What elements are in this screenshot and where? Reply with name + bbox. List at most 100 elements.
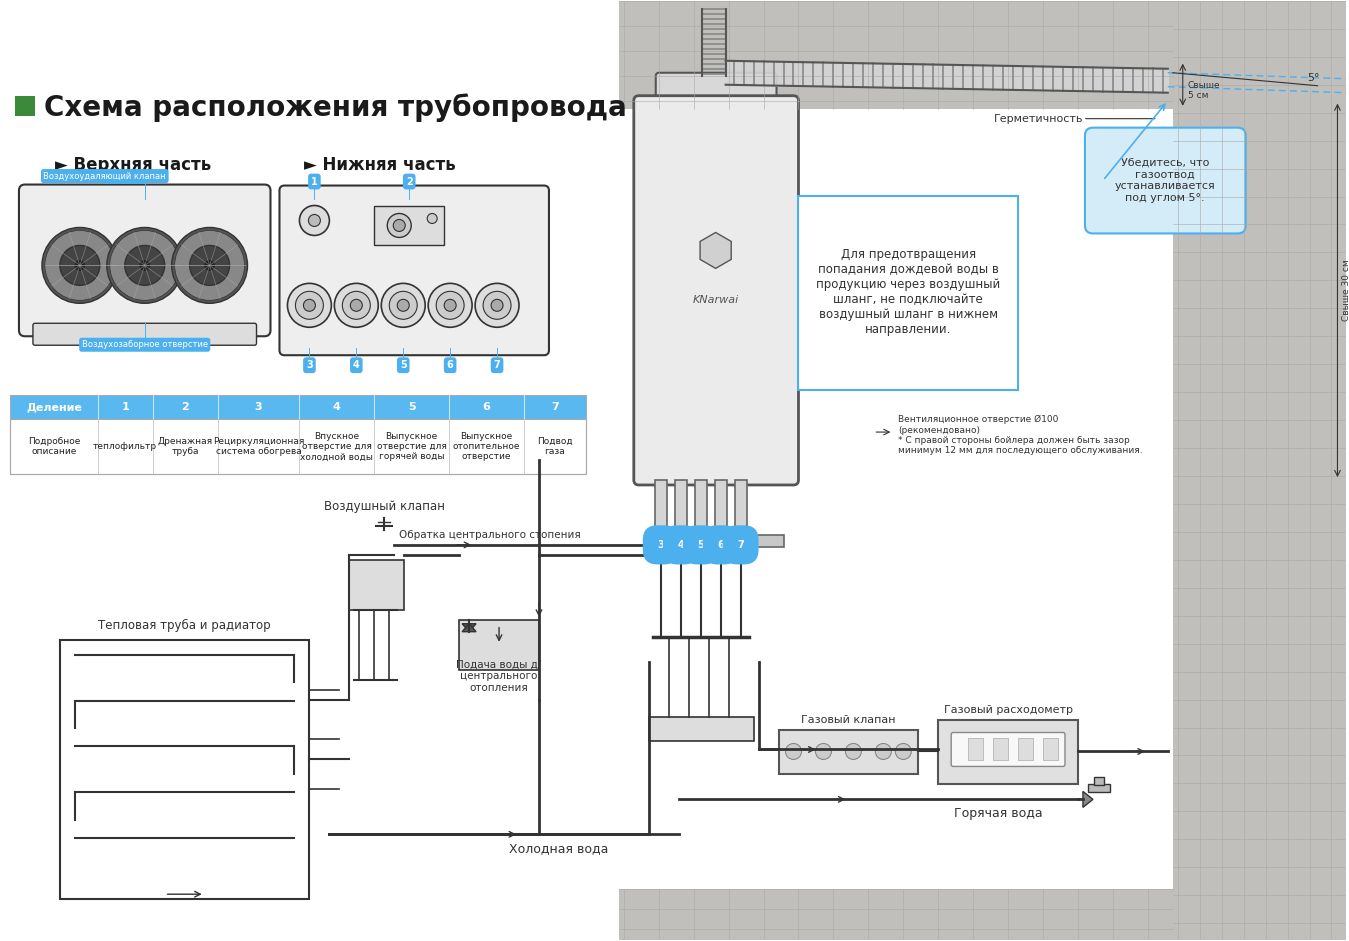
- Text: 3: 3: [255, 402, 262, 412]
- Text: Выпускное
отопительное
отверстие: Выпускное отопительное отверстие: [453, 432, 521, 461]
- Circle shape: [428, 214, 437, 223]
- Polygon shape: [700, 232, 731, 268]
- Circle shape: [394, 219, 405, 231]
- Bar: [649, 716, 754, 742]
- Text: Дренажная
труба: Дренажная труба: [158, 437, 213, 456]
- Circle shape: [387, 214, 411, 237]
- Circle shape: [397, 299, 409, 311]
- Text: Обратка центрального стопения: Обратка центрального стопения: [399, 530, 581, 540]
- Circle shape: [309, 215, 321, 227]
- Bar: [649, 534, 784, 547]
- Text: Герметичность: Герметичность: [994, 114, 1083, 123]
- Text: Рециркуляционная
система обогрева: Рециркуляционная система обогрева: [213, 437, 304, 456]
- Text: 6: 6: [483, 402, 491, 412]
- Bar: [1087, 785, 1110, 792]
- Circle shape: [896, 743, 912, 759]
- Bar: [735, 480, 746, 534]
- Bar: [715, 480, 727, 534]
- FancyBboxPatch shape: [1085, 128, 1245, 233]
- Text: KNarwai: KNarwai: [692, 295, 739, 305]
- Circle shape: [475, 283, 519, 327]
- Bar: [59, 640, 309, 900]
- Text: 5: 5: [407, 402, 415, 412]
- Text: 6: 6: [718, 540, 724, 550]
- Bar: [969, 739, 983, 760]
- Bar: [993, 739, 1008, 760]
- Text: Подача воды д/
центрального
отопления: Подача воды д/ центрального отопления: [456, 660, 542, 693]
- Bar: [1018, 739, 1033, 760]
- Circle shape: [483, 292, 511, 319]
- Circle shape: [428, 283, 472, 327]
- Circle shape: [74, 261, 85, 270]
- Polygon shape: [463, 624, 476, 631]
- Circle shape: [107, 228, 182, 303]
- Circle shape: [124, 246, 165, 285]
- Bar: [374, 205, 444, 246]
- Circle shape: [205, 261, 214, 270]
- Text: ► Нижняя часть: ► Нижняя часть: [305, 155, 456, 173]
- Polygon shape: [463, 624, 476, 631]
- Circle shape: [45, 231, 115, 300]
- Bar: [654, 480, 666, 534]
- Circle shape: [436, 292, 464, 319]
- Text: 3: 3: [306, 360, 313, 370]
- Text: Воздухозаборное отверстие: Воздухозаборное отверстие: [82, 341, 208, 349]
- Text: 5: 5: [399, 360, 406, 370]
- Text: 7: 7: [552, 402, 558, 412]
- Circle shape: [335, 283, 378, 327]
- Text: Схема расположения трубопровода: Схема расположения трубопровода: [45, 93, 627, 122]
- Circle shape: [109, 231, 179, 300]
- Text: 4: 4: [677, 540, 684, 550]
- Text: 5°: 5°: [1307, 72, 1321, 83]
- Text: Для предотвращения
попадания дождевой воды в
продукцию через воздушный
шланг, не: Для предотвращения попадания дождевой во…: [816, 248, 1001, 336]
- Text: 7: 7: [737, 540, 745, 550]
- Text: Деление: Деление: [26, 402, 82, 412]
- Circle shape: [382, 283, 425, 327]
- Text: теплофильтр: теплофильтр: [93, 442, 158, 451]
- Bar: [674, 480, 687, 534]
- Bar: [938, 720, 1078, 785]
- Text: Впускное
отверстие для
холодной воды: Впускное отверстие для холодной воды: [301, 432, 374, 461]
- Circle shape: [390, 292, 417, 319]
- Circle shape: [190, 246, 229, 285]
- Text: Выпускное
отверстие для
горячей воды: Выпускное отверстие для горячей воды: [376, 432, 447, 461]
- Bar: [349, 560, 405, 610]
- Circle shape: [140, 261, 150, 270]
- Text: 2: 2: [406, 177, 413, 186]
- Circle shape: [299, 205, 329, 235]
- Text: 1: 1: [312, 177, 318, 186]
- Bar: [619, 1, 1172, 108]
- Circle shape: [304, 299, 316, 311]
- Bar: [619, 889, 1172, 940]
- Text: Газовый клапан: Газовый клапан: [801, 714, 896, 725]
- Circle shape: [174, 231, 244, 300]
- Bar: [459, 620, 540, 670]
- FancyBboxPatch shape: [32, 324, 256, 345]
- Circle shape: [59, 246, 100, 285]
- Bar: [9, 395, 585, 474]
- Circle shape: [351, 299, 363, 311]
- Text: Тепловая труба и радиатор: Тепловая труба и радиатор: [98, 618, 271, 631]
- Text: Горячая вода: Горячая вода: [954, 807, 1043, 821]
- Text: ► Верхняя часть: ► Верхняя часть: [55, 155, 212, 173]
- Bar: [15, 96, 35, 116]
- Bar: [695, 480, 707, 534]
- FancyBboxPatch shape: [19, 184, 271, 336]
- FancyBboxPatch shape: [634, 96, 799, 485]
- Text: Подробное
описание: Подробное описание: [28, 437, 80, 456]
- FancyBboxPatch shape: [656, 72, 777, 106]
- Text: 1: 1: [121, 402, 130, 412]
- Circle shape: [785, 743, 801, 759]
- Circle shape: [444, 299, 456, 311]
- Text: 6: 6: [447, 360, 453, 370]
- Bar: [9, 419, 585, 474]
- Text: 4: 4: [333, 402, 341, 412]
- Bar: [799, 196, 1018, 391]
- Text: Подвод
газа: Подвод газа: [537, 437, 573, 456]
- Bar: [1172, 1, 1346, 940]
- Text: Свыше 30 см: Свыше 30 см: [1342, 260, 1349, 321]
- Text: 5: 5: [697, 540, 704, 550]
- Text: Воздушный клапан: Воздушный клапан: [324, 500, 445, 513]
- Text: 4: 4: [353, 360, 360, 370]
- Circle shape: [876, 743, 892, 759]
